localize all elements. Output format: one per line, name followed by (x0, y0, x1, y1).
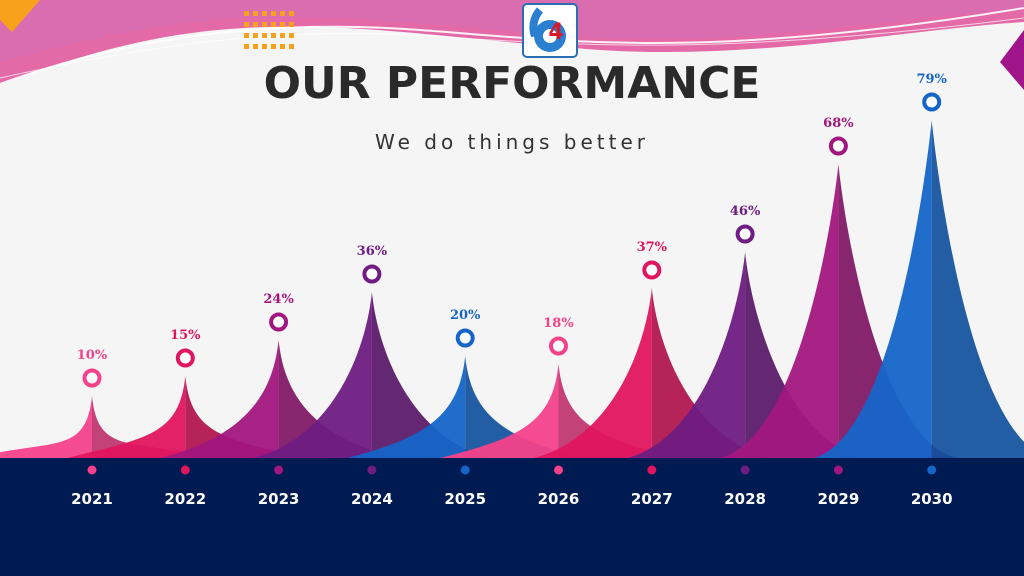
peak-marker (175, 348, 195, 368)
data-label: 24% (263, 292, 294, 307)
peak-right-2030 (931, 120, 1024, 458)
data-label: 15% (170, 328, 201, 343)
year-label: 2030 (911, 490, 953, 508)
data-label: 68% (823, 116, 854, 131)
page-subtitle: We do things better (375, 130, 649, 154)
year-dot (554, 465, 563, 475)
peak-marker (82, 368, 102, 388)
peak-marker (735, 224, 755, 244)
year-dot (367, 465, 377, 475)
peak-left-2021 (0, 396, 92, 458)
orange-corner-shape (0, 0, 40, 32)
year-label: 2029 (818, 490, 860, 508)
baseline-band (0, 458, 1024, 576)
peak-left-2028 (627, 252, 746, 458)
year-label: 2023 (258, 490, 300, 508)
peak-marker (269, 312, 289, 332)
data-label: 10% (77, 348, 108, 363)
peak-right-2021 (92, 396, 210, 458)
logo-number: 4 (548, 20, 563, 45)
data-label: 18% (543, 316, 574, 331)
peak-left-2025 (347, 356, 466, 458)
year-dot (647, 465, 657, 475)
peak-right-2029 (838, 164, 957, 458)
year-dot (87, 465, 97, 475)
year-label: 2027 (631, 490, 673, 508)
page-title: OUR PERFORMANCE (263, 58, 761, 109)
peak-left-2026 (440, 364, 559, 458)
year-dot (274, 465, 284, 475)
chart-labels: 10% 2021 15% 2022 24% 2023 36% 2024 20% 2025 18% 20… (71, 72, 952, 508)
peak-marker (549, 336, 568, 356)
peak-marker (455, 328, 475, 348)
peak-marker (642, 260, 662, 280)
year-dot (740, 465, 750, 475)
peak-right-2025 (465, 356, 584, 458)
data-label: 37% (637, 240, 668, 255)
chart-peaks (0, 120, 1024, 458)
dot-grid-decoration (244, 11, 294, 49)
data-label: 46% (730, 204, 761, 219)
year-dot (927, 465, 937, 475)
logo: 4 (522, 3, 578, 58)
peak-right-2023 (278, 340, 397, 458)
peak-marker (828, 136, 848, 156)
year-dot (180, 465, 190, 475)
data-label: 36% (357, 244, 388, 259)
year-label: 2025 (444, 490, 486, 508)
data-label: 20% (450, 308, 481, 323)
peak-right-2022 (185, 376, 304, 458)
chart-markers (82, 92, 942, 475)
year-dot (833, 465, 843, 475)
magenta-diamond-shape (1000, 30, 1024, 90)
year-label: 2026 (538, 490, 580, 508)
year-label: 2024 (351, 490, 393, 508)
data-label: 79% (916, 72, 947, 87)
peak-left-2027 (533, 288, 652, 458)
year-label: 2028 (724, 490, 766, 508)
year-label: 2022 (164, 490, 206, 508)
peak-left-2024 (253, 292, 372, 458)
peak-left-2029 (720, 164, 839, 458)
peak-left-2022 (67, 376, 186, 458)
peak-marker (922, 92, 942, 112)
year-label: 2021 (71, 490, 113, 508)
peak-marker (362, 264, 382, 284)
peak-right-2027 (651, 288, 770, 458)
peak-right-2024 (371, 292, 490, 458)
year-dot (460, 465, 470, 475)
peak-left-2030 (813, 120, 932, 458)
peak-left-2023 (160, 340, 279, 458)
